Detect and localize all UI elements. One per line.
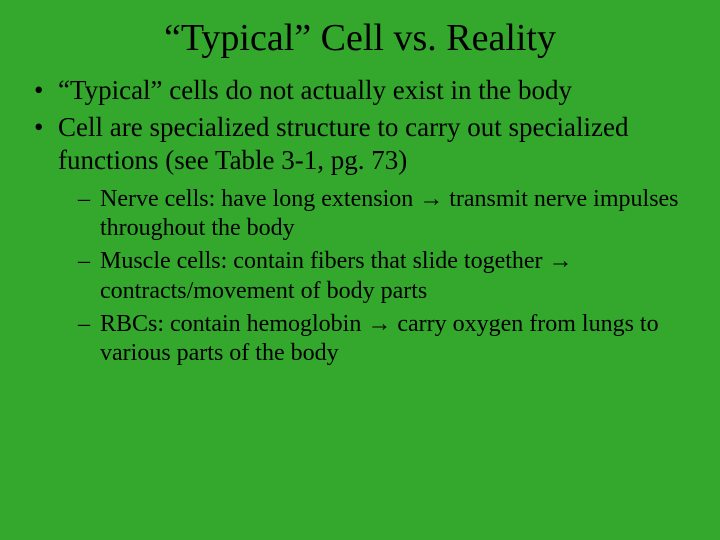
bullet-text: Nerve cells: have long extension → trans… (100, 186, 679, 241)
bullet-text: Cell are specialized structure to carry … (58, 112, 628, 175)
slide: “Typical” Cell vs. Reality “Typical” cel… (0, 0, 720, 540)
bullet-text: Muscle cells: contain fibers that slide … (100, 248, 573, 303)
list-item: RBCs: contain hemoglobin → carry oxygen … (78, 310, 690, 369)
bullet-text: “Typical” cells do not actually exist in… (58, 75, 572, 105)
list-item: Cell are specialized structure to carry … (30, 111, 690, 368)
list-item: Nerve cells: have long extension → trans… (78, 185, 690, 244)
list-item: Muscle cells: contain fibers that slide … (78, 247, 690, 306)
list-item: “Typical” cells do not actually exist in… (30, 74, 690, 107)
bullet-text: RBCs: contain hemoglobin → carry oxygen … (100, 311, 659, 366)
slide-title: “Typical” Cell vs. Reality (30, 16, 690, 60)
bullet-list: “Typical” cells do not actually exist in… (30, 74, 690, 368)
sub-bullet-list: Nerve cells: have long extension → trans… (58, 185, 690, 369)
